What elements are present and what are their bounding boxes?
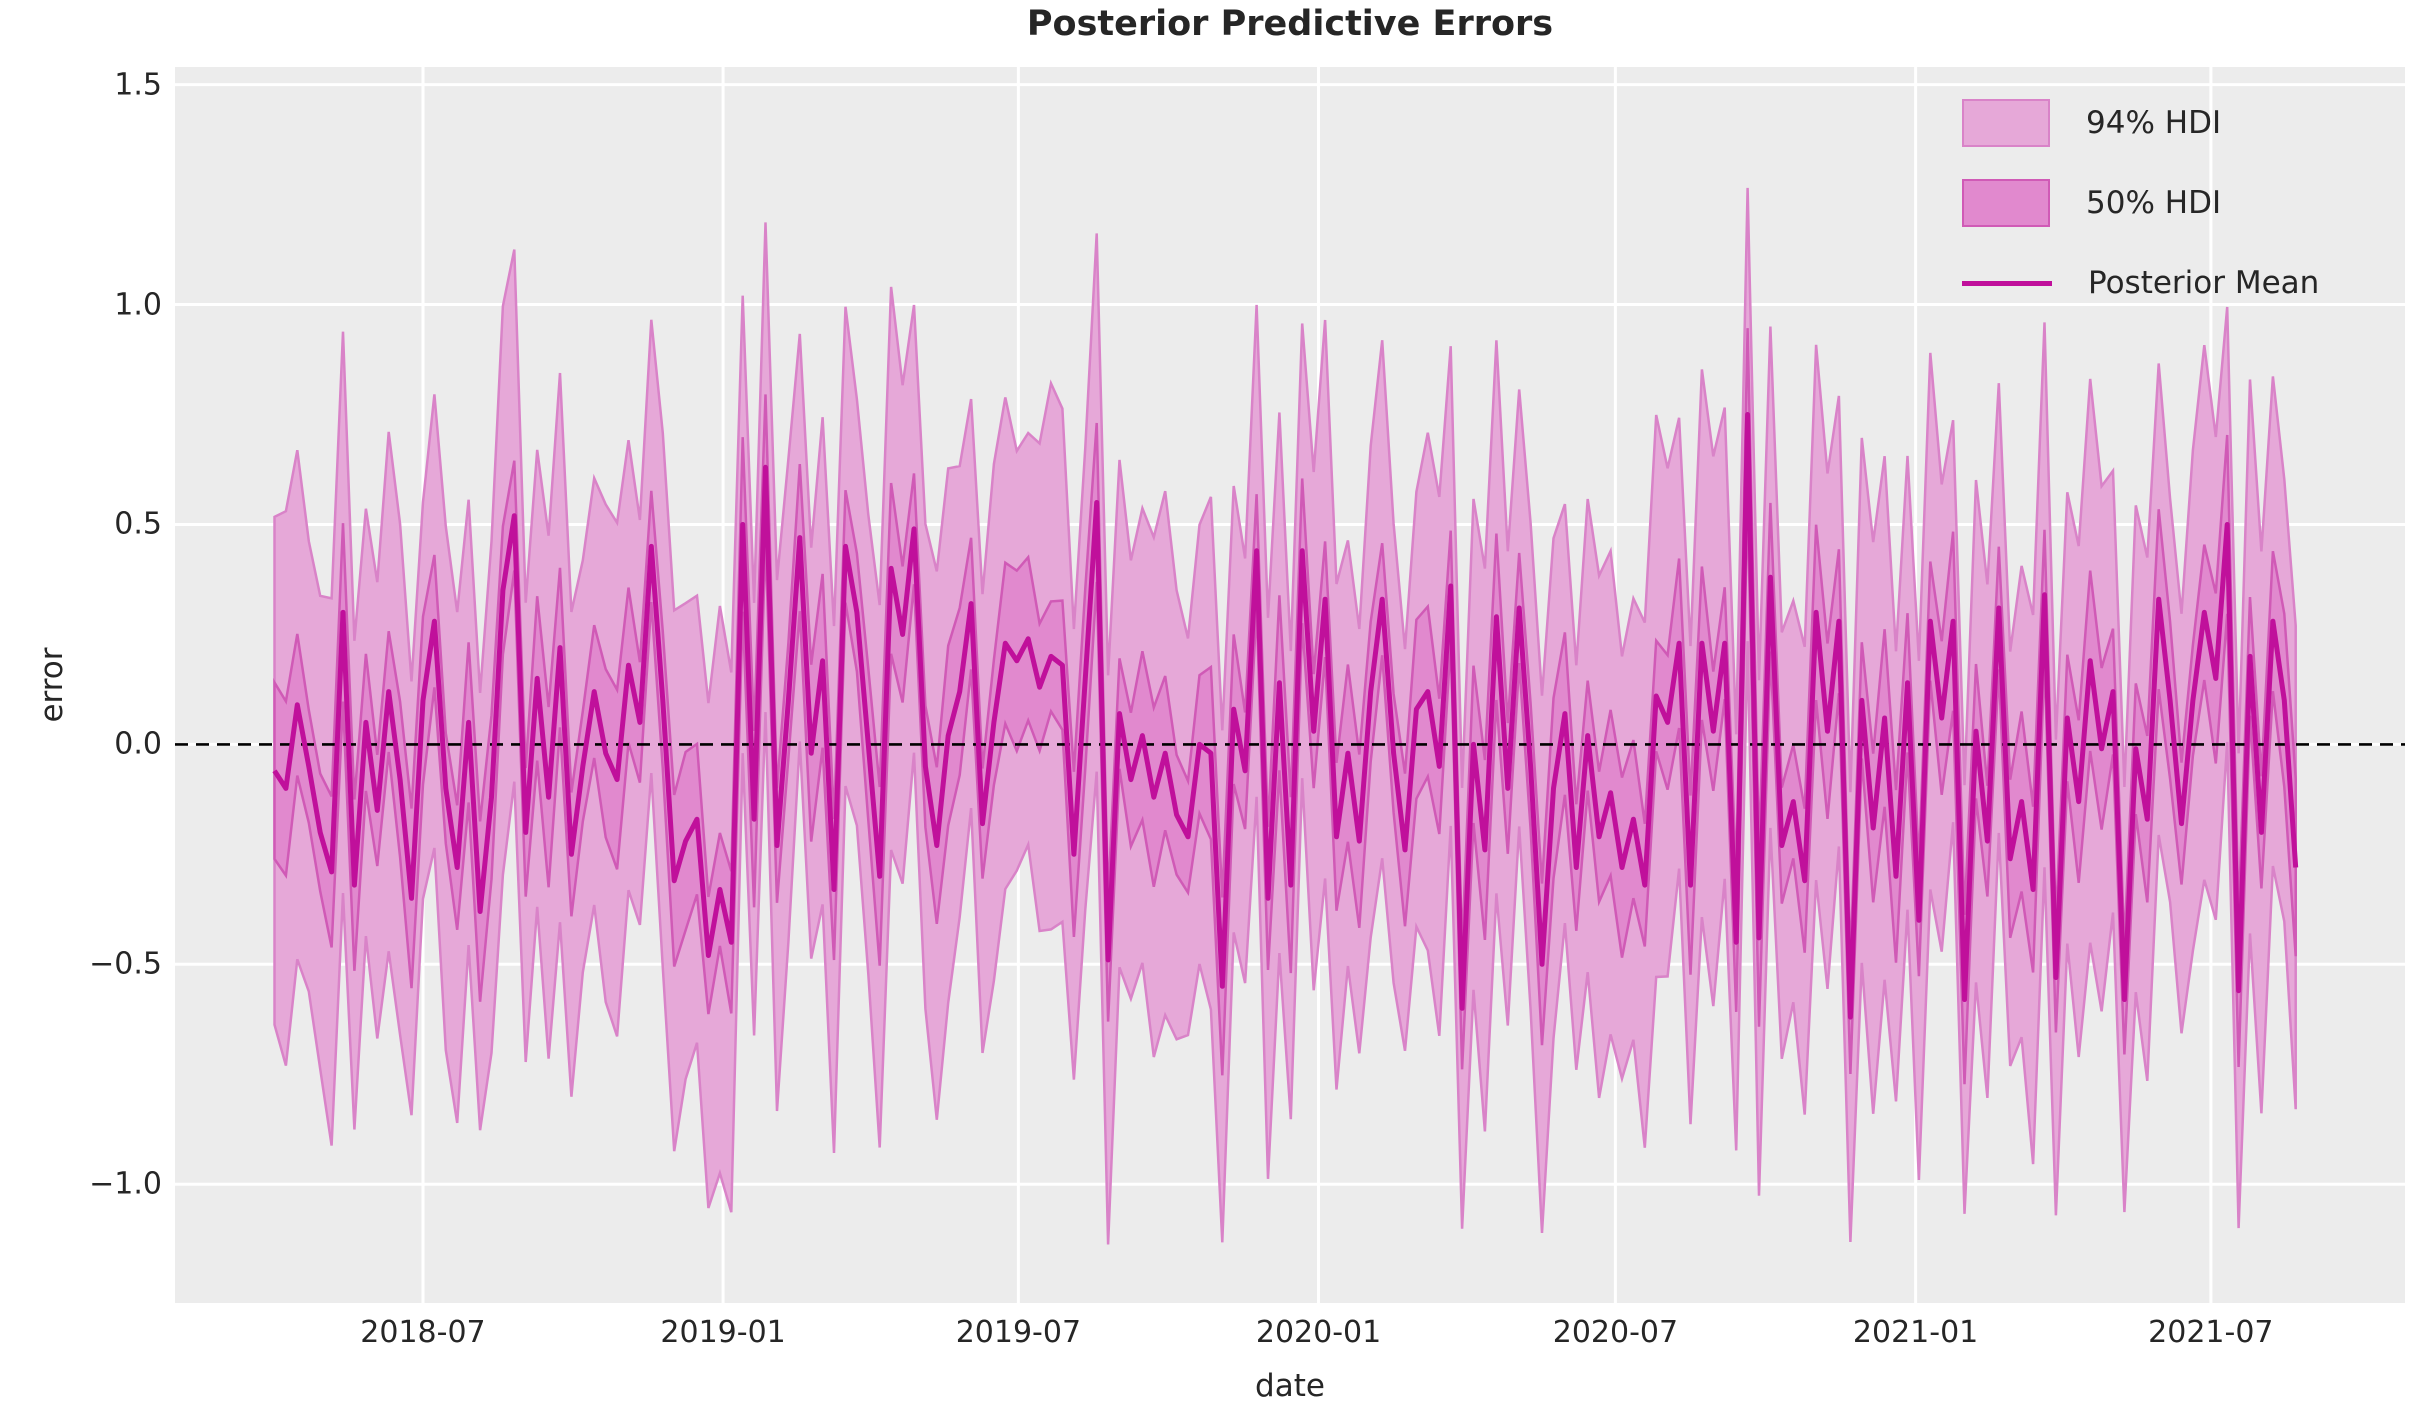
x-tick-label: 2019-07: [955, 1315, 1082, 1350]
hdi50-band: [273, 328, 2297, 1085]
x-axis-label: date: [1255, 1368, 1325, 1404]
x-tick-label: 2021-01: [1852, 1315, 1979, 1350]
x-tick-label: 2020-07: [1552, 1315, 1679, 1350]
y-tick-label: −0.5: [89, 946, 162, 982]
legend-label-94hdi: 94% HDI: [2086, 105, 2222, 141]
y-tick-label: 1.5: [114, 67, 162, 103]
legend-label-50hdi: 50% HDI: [2086, 185, 2222, 221]
hdi50-swatch-icon: [1962, 179, 2050, 227]
hdi94-swatch-icon: [1962, 99, 2050, 147]
x-tick-label: 2021-07: [2148, 1315, 2274, 1350]
plot-area: [175, 67, 2405, 1303]
legend: 94% HDI 50% HDI Posterior Mean: [1962, 96, 2319, 310]
x-tick-label: 2020-01: [1255, 1315, 1382, 1350]
y-tick-label: 1.0: [114, 287, 162, 323]
chart-canvas: [175, 67, 2405, 1303]
posterior-mean-line: [272, 412, 2299, 1020]
legend-label-mean: Posterior Mean: [2088, 265, 2320, 301]
y-tick-label: −1.0: [89, 1166, 162, 1202]
legend-item-94hdi: 94% HDI: [1962, 96, 2319, 150]
posterior-mean-swatch-icon: [1962, 280, 2052, 286]
x-tick-label: 2018-07: [360, 1315, 486, 1350]
legend-item-mean: Posterior Mean: [1962, 256, 2319, 310]
y-tick-label: 0.0: [114, 726, 162, 762]
legend-item-50hdi: 50% HDI: [1962, 176, 2319, 230]
chart-title: Posterior Predictive Errors: [1026, 4, 1554, 44]
x-tick-label: 2019-01: [660, 1315, 786, 1350]
y-tick-label: 0.5: [114, 506, 162, 542]
